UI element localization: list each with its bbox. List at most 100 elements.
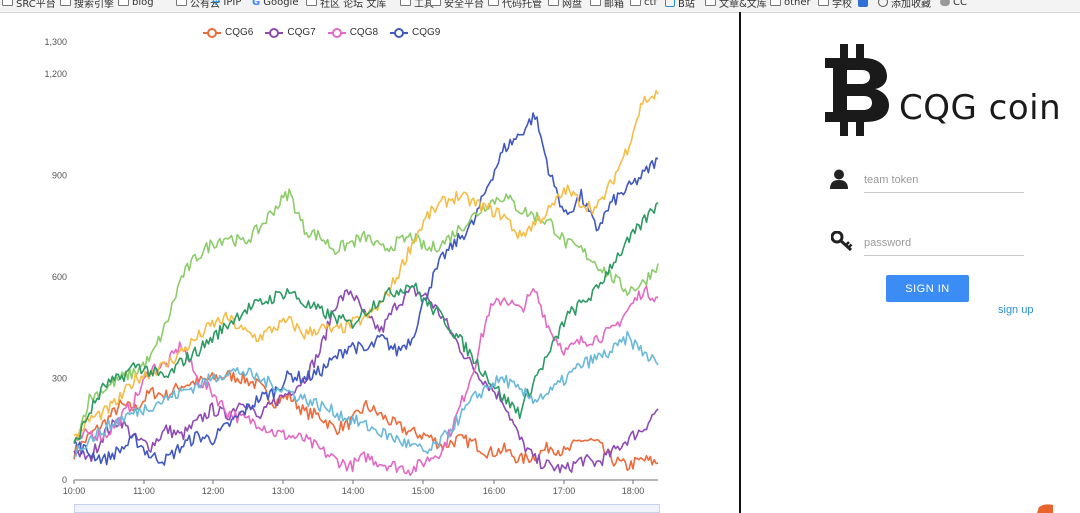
y-tick-label: 1,300 [44,37,67,47]
x-tick-label: 18:00 [622,486,645,496]
folder-icon [430,0,441,6]
legend-label: CQG9 [412,27,441,38]
legend-label: CQG7 [287,27,316,38]
folder-icon [306,0,317,6]
bilibili-icon [665,0,675,7]
folder-icon [630,0,641,6]
bookmark-item[interactable]: 添加收藏 [878,0,931,10]
bookmark-label: other [784,0,811,8]
user-icon [830,169,848,189]
bookmark-item[interactable]: 网盘 [548,0,582,10]
folder-icon [400,0,411,6]
bookmark-item[interactable]: 公有云 [176,0,220,10]
legend-item-cqg9[interactable]: CQG9 [390,27,440,38]
app-title: CQG coin [899,88,1062,128]
y-tick-label: 900 [52,171,67,181]
bookmark-item[interactable]: SRC平台 [2,0,56,10]
bookmark-label: SRC平台 [16,0,56,10]
legend-marker-icon [390,27,409,38]
legend-label: CQG8 [349,27,379,38]
bookmark-item[interactable] [858,0,871,9]
folder-icon [2,0,13,6]
series-line-cqg8 [73,285,659,477]
bookmark-item[interactable]: 学校 [818,0,852,10]
bookmark-label: B站 [678,0,695,10]
folder-icon [705,0,716,6]
bookmark-item[interactable]: 安全平台 [430,0,484,10]
bookmark-label: ctf [644,0,657,8]
y-tick-label: 1,200 [44,69,67,79]
bookmark-item[interactable]: B站 [665,0,695,10]
x-tick-label: 10:00 [63,486,86,496]
bookmark-label: 邮箱 [604,0,624,10]
legend-item-cqg7[interactable]: CQG7 [265,27,316,38]
legend-marker-icon [327,27,346,38]
y-tick-label: 300 [52,374,67,384]
google-icon: G [252,0,261,8]
bookmark-label: 工具 [414,0,434,10]
bitcoin-icon [825,44,889,136]
bookmark-item[interactable]: G Google [252,0,298,9]
bookmark-label: CC [953,0,967,8]
team-token-input[interactable] [864,168,1024,193]
bookmark-label: 社区 论坛 文库 [320,0,387,10]
price-chart-panel: 0 300 600 900 1,200 1,300 10:00 11:00 12:00 13:00… [0,12,740,513]
series-line-series-5 [73,89,659,439]
bookmark-label: 学校 [832,0,852,10]
bookmark-item[interactable]: blog [118,0,154,9]
bookmark-item[interactable]: 文章&文库 [705,0,767,10]
folder-icon [818,0,829,6]
bookmark-label: 公有云 [190,0,220,10]
bookmark-label: Google [263,0,299,8]
y-tick-label: 0 [62,475,67,485]
legend-label: CQG6 [225,27,254,38]
folder-icon [548,0,559,6]
bookmark-item[interactable]: other [770,0,811,9]
bookmark-item[interactable]: CC [940,0,967,9]
price-chart: 0 300 600 900 1,200 1,300 10:00 11:00 12:00 13:00… [44,37,659,496]
login-panel: CQG coin SIGN IN sign up [741,12,1080,513]
corner-badge-icon [1037,504,1053,513]
folder-icon [488,0,499,6]
x-tick-label: 12:00 [202,486,225,496]
bookmark-item[interactable]: 代码托管 [488,0,542,10]
bookmark-label: 添加收藏 [891,0,931,10]
series-line-series-6 [73,201,659,444]
bookmarks-bar: SRC平台 搜索引擎 blog 公有云 ✣ IPIP G Google 社区 论坛 文库 工具 安全… [0,0,1080,13]
bookmark-label: 搜索引擎 [74,0,114,10]
folder-icon [770,0,781,6]
sign-in-button[interactable]: SIGN IN [886,275,969,302]
x-tick-label: 14:00 [342,486,365,496]
bookmark-label: 代码托管 [502,0,542,10]
series-line-cqg6 [73,369,659,472]
y-tick-label: 600 [52,272,67,282]
bookmark-item[interactable]: 邮箱 [590,0,624,10]
bookmark-label: 文章&文库 [719,0,767,10]
bookmark-item[interactable]: 工具 [400,0,434,10]
x-tick-label: 11:00 [133,486,155,496]
chart-zoom-slider[interactable] [74,504,660,513]
bookmark-label: IPIP [223,0,242,8]
bookmark-label: blog [132,0,154,8]
legend-item-cqg8[interactable]: CQG8 [327,27,379,38]
series-line-series-7 [73,330,659,458]
panel-divider [739,12,741,513]
series-line-series-4 [73,188,659,443]
x-tick-label: 13:00 [272,486,295,496]
legend-marker-icon [265,27,284,38]
folder-icon [176,0,187,6]
folder-icon [60,0,71,6]
ipip-icon: ✣ [212,0,221,8]
bookmark-item[interactable]: ✣ IPIP [212,0,241,9]
bookmark-label: 安全平台 [444,0,484,10]
bookmark-item[interactable]: ctf [630,0,657,9]
legend-item-cqg6[interactable]: CQG6 [203,27,253,38]
bookmark-item[interactable]: 搜索引擎 [60,0,114,10]
x-tick-label: 16:00 [483,486,506,496]
folder-icon [590,0,601,6]
folder-icon [118,0,129,6]
password-input[interactable] [864,231,1024,256]
bookmark-app-icon [858,0,868,7]
bookmark-item[interactable]: 社区 论坛 文库 [306,0,387,10]
sign-up-link[interactable]: sign up [998,304,1034,316]
